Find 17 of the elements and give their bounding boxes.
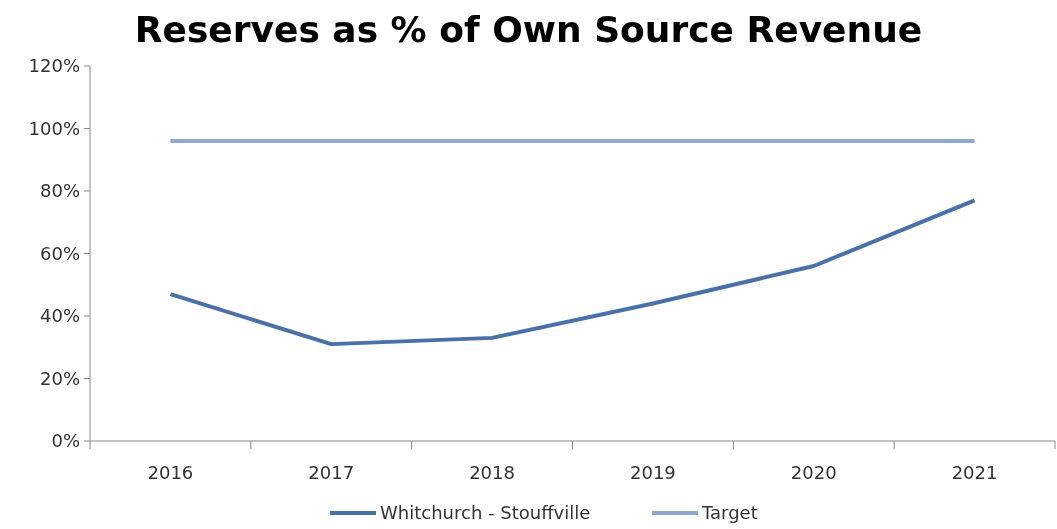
legend-label: Target: [701, 502, 758, 524]
line-series: [168, 198, 977, 347]
legend-label: Whitchurch - Stouffville: [380, 502, 591, 524]
x-tick-label: 2017: [308, 462, 355, 483]
chart-title: Reserves as % of Own Source Revenue: [134, 9, 923, 50]
y-tick-label: 100%: [28, 117, 80, 139]
x-tick-label: 2021: [951, 462, 998, 483]
x-tick-label: 2020: [790, 462, 837, 483]
y-tick-label: 120%: [28, 55, 80, 77]
x-tick-label: 2019: [630, 462, 676, 483]
y-tick-label: 80%: [39, 180, 80, 202]
y-tick-label: 20%: [39, 367, 80, 389]
x-tick-label: 2018: [469, 462, 515, 483]
y-tick-label: 0%: [51, 430, 80, 452]
y-tick-label: 60%: [39, 242, 80, 264]
y-tick-label: 40%: [39, 305, 80, 327]
x-tick-label: 2016: [147, 462, 194, 483]
